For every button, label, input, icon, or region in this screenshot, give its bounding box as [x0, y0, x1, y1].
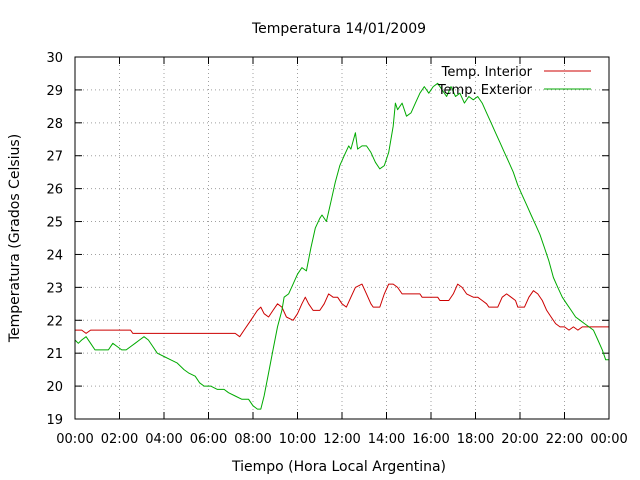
- x-tick-label: 06:00: [190, 432, 227, 447]
- y-tick-label: 26: [46, 183, 63, 198]
- y-tick-label: 27: [46, 150, 63, 165]
- x-axis-label: Tiempo (Hora Local Argentina): [231, 459, 446, 475]
- y-tick-label: 21: [46, 347, 63, 362]
- x-tick-label: 14:00: [368, 432, 405, 447]
- y-tick-label: 24: [46, 248, 63, 263]
- x-tick-label: 04:00: [145, 432, 182, 447]
- series-group: [74, 82, 609, 410]
- series-line-interior: [75, 283, 609, 338]
- x-tick-label: 00:00: [56, 432, 93, 447]
- y-tick-label: 28: [46, 117, 63, 132]
- y-axis-label: Temperatura (Grados Celsius): [7, 134, 23, 343]
- series-line-exterior: [74, 82, 609, 410]
- y-tick-label: 23: [46, 281, 63, 296]
- x-tick-label: 20:00: [501, 432, 538, 447]
- y-tick-label: 25: [46, 216, 63, 231]
- y-tick-label: 22: [46, 314, 63, 329]
- x-tick-label: 12:00: [323, 432, 360, 447]
- x-tick-label: 16:00: [412, 432, 449, 447]
- legend-label-exterior: Temp. Exterior: [437, 83, 533, 98]
- x-tick-label: 18:00: [457, 432, 494, 447]
- plot-frame: [74, 56, 610, 420]
- x-tick-label: 08:00: [234, 432, 271, 447]
- chart-title: Temperatura 14/01/2009: [251, 21, 426, 37]
- legend: Temp. Interior Temp. Exterior: [437, 65, 591, 98]
- y-tick-label: 30: [46, 51, 63, 66]
- y-tick-label: 20: [46, 380, 63, 395]
- x-tick-label: 00:00: [590, 432, 627, 447]
- y-tick-label: 19: [46, 413, 63, 428]
- x-tick-label: 10:00: [279, 432, 316, 447]
- legend-label-interior: Temp. Interior: [441, 65, 533, 80]
- x-tick-label: 22:00: [546, 432, 583, 447]
- axis-ticks: 00:00 02:00 04:00 06:00 08:00 10:00 12:00 14:00…: [46, 51, 627, 447]
- grid: [75, 57, 609, 419]
- x-tick-label: 02:00: [101, 432, 138, 447]
- y-tick-label: 29: [46, 84, 63, 99]
